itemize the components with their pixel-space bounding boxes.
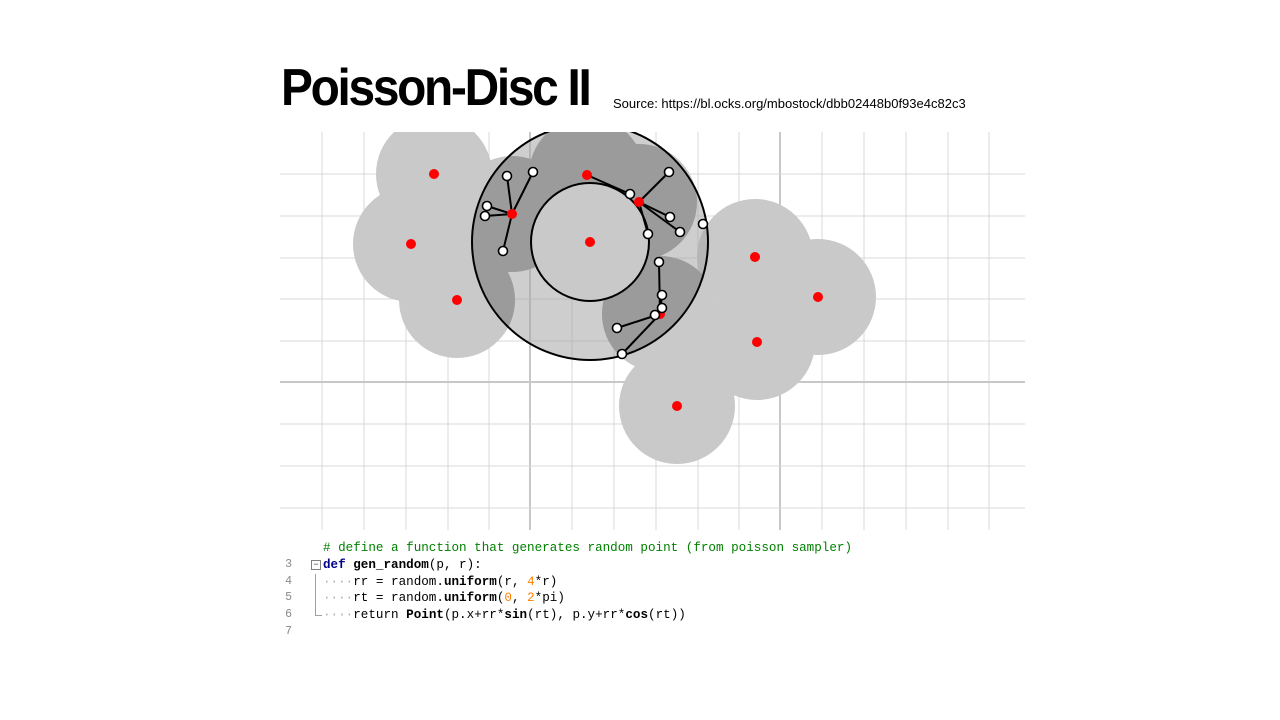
fold-toggle-icon[interactable]: −: [311, 559, 321, 570]
function-params: (p, r):: [428, 557, 482, 572]
line-number: 4: [285, 574, 292, 588]
line-number: 7: [285, 624, 292, 635]
code-line: 7 ····return Point(p.x+rr*sin(rt), p.y+r…: [280, 607, 1025, 635]
code-comment: # define a function that generates rando…: [323, 541, 853, 555]
annulus-region: [472, 132, 708, 360]
line-number: 3: [285, 557, 292, 571]
fold-guide: [315, 573, 316, 591]
code-line: 4 − def gen_random(p, r):: [280, 557, 1025, 588]
annulus-outer-ring: [471, 132, 709, 361]
keyword-def: def: [323, 557, 346, 572]
fold-guide: [315, 590, 316, 608]
indent-dots: ····: [323, 608, 354, 623]
poisson-disc-figure: [280, 132, 1025, 530]
code-line: 6 ····rt = random.uniform(0, 2*pi): [280, 590, 1025, 621]
function-name: gen_random: [353, 557, 429, 572]
slide-title: Poisson-Disc II: [281, 59, 592, 117]
candidate-points: [479, 166, 709, 360]
code-line: 5 ····rr = random.uniform(r, 4*r): [280, 573, 1025, 604]
indent-dots: ····: [323, 591, 354, 606]
line-number: 6: [285, 608, 292, 622]
line-number: 5: [285, 591, 292, 605]
source-citation: Source: https://bl.ocks.org/mbostock/dbb…: [613, 96, 966, 111]
fold-gutter: [310, 540, 322, 557]
code-line: 3 # define a function that generates ran…: [280, 540, 1025, 571]
indent-dots: ····: [323, 574, 354, 589]
poisson-disc-diagram: [280, 132, 1025, 530]
fold-end-guide: [315, 607, 322, 617]
code-snippet: 3 # define a function that generates ran…: [280, 540, 1025, 635]
